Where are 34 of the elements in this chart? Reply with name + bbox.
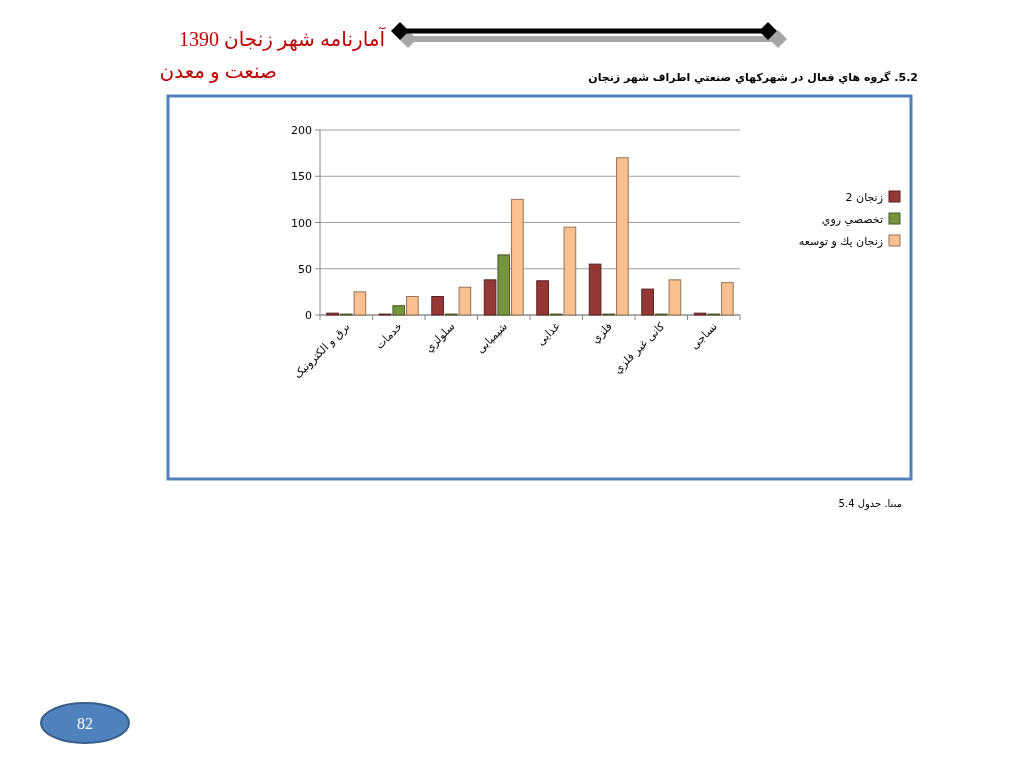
legend-label: تخصصي روي xyxy=(821,213,883,226)
bar xyxy=(668,279,682,316)
bar xyxy=(497,254,511,316)
bar xyxy=(458,286,472,316)
x-tick-label: خدمات xyxy=(372,319,405,352)
text: مبنا. جدول 5.4 xyxy=(838,498,902,510)
x-tick-label: شیمیایی xyxy=(473,319,510,356)
bar xyxy=(588,263,602,316)
x-tick-label: سلولزي xyxy=(422,319,458,355)
text: 82 xyxy=(77,715,93,732)
bar xyxy=(511,198,524,316)
x-tick-label: نساجی xyxy=(687,319,720,352)
bar xyxy=(563,226,577,316)
chart-title: 5.2. گروه هاي فعال در شهرکهاي صنعتي اطراف شهر زنجان xyxy=(588,71,918,84)
y-tick-label: 100 xyxy=(291,216,312,230)
bar xyxy=(392,305,406,316)
y-tick-label: 200 xyxy=(291,124,312,137)
y-tick-label: 0 xyxy=(305,309,312,322)
bar xyxy=(353,291,367,316)
x-tick-label: غذایی xyxy=(534,319,563,349)
bar xyxy=(431,296,444,316)
bar xyxy=(641,288,654,316)
legend-label: زنجان 2 xyxy=(845,191,883,204)
bar xyxy=(616,157,629,316)
bar xyxy=(483,279,497,316)
bar xyxy=(721,282,734,316)
x-tick-label: برق و الکترونیک xyxy=(291,319,353,382)
text: آمارنامه شهر زنجان 1390 xyxy=(178,26,387,51)
text: صنعت و معدن xyxy=(159,60,277,83)
bar xyxy=(406,296,419,316)
y-tick-label: 150 xyxy=(291,170,312,184)
legend-label: زنجان يك و توسعه xyxy=(798,235,883,248)
bar xyxy=(536,280,549,316)
y-tick-label: 50 xyxy=(298,262,312,276)
